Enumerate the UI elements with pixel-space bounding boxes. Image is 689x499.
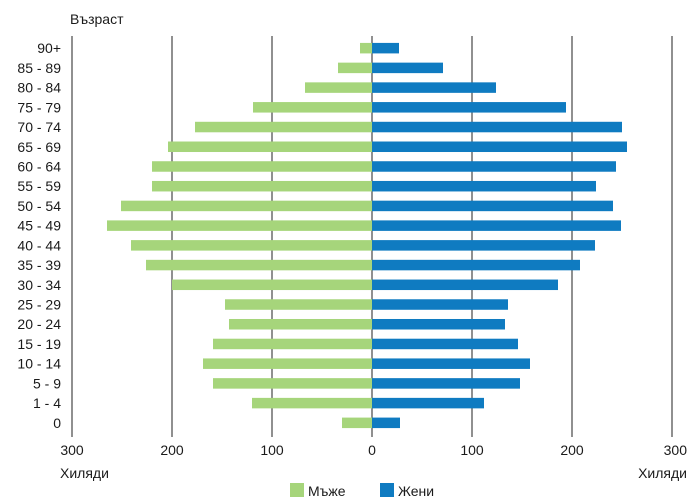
y-axis-title: Възраст xyxy=(70,11,124,27)
bar-women-0 xyxy=(372,417,400,429)
age-group-label: 35 - 39 xyxy=(17,257,61,273)
age-group-label: 1 - 4 xyxy=(33,395,61,411)
x-tick-label: 200 xyxy=(160,442,184,458)
age-group-labels: 0 1 - 4 5 - 9 10 - 14 15 - 19 20 - 24 25 - 29 3… xyxy=(17,40,61,431)
grid-lines xyxy=(71,36,673,437)
x-tick-label: 300 xyxy=(60,442,84,458)
bar-women-40-44 xyxy=(372,240,595,251)
bar-men-65-69 xyxy=(168,141,372,153)
bars xyxy=(107,42,627,429)
bar-women-85-89 xyxy=(372,62,443,74)
bar-women-90+ xyxy=(372,42,399,54)
bar-women-15-19 xyxy=(372,338,518,350)
x-tick-label: 100 xyxy=(260,442,284,458)
bar-men-35-39 xyxy=(146,259,372,271)
age-group-label: 15 - 19 xyxy=(17,336,61,352)
age-group-label: 45 - 49 xyxy=(17,218,61,234)
bar-men-90+ xyxy=(360,42,372,54)
bar-men-5-9 xyxy=(213,378,372,389)
bar-women-20-24 xyxy=(372,318,505,330)
age-group-label: 5 - 9 xyxy=(33,375,61,391)
bar-men-80-84 xyxy=(305,82,372,93)
age-group-label: 80 - 84 xyxy=(17,80,61,96)
x-tick-label: 300 xyxy=(664,442,688,458)
x-tick-label: 200 xyxy=(560,442,584,458)
bar-men-70-74 xyxy=(195,121,372,133)
age-group-label: 85 - 89 xyxy=(17,60,61,76)
legend-swatch-women xyxy=(380,483,394,497)
bar-women-65-69 xyxy=(372,141,627,153)
bar-men-55-59 xyxy=(152,180,372,192)
bar-women-45-49 xyxy=(372,220,621,231)
x-tick-labels: 300 200 100 0 100 200 300 xyxy=(60,442,687,458)
age-group-label: 30 - 34 xyxy=(17,277,61,293)
bar-women-30-34 xyxy=(372,279,558,291)
bar-men-20-24 xyxy=(229,318,372,330)
legend-label-women: Жени xyxy=(398,483,434,499)
bar-men-50-54 xyxy=(121,200,372,212)
age-group-label: 70 - 74 xyxy=(17,119,61,135)
age-group-label: 25 - 29 xyxy=(17,297,61,313)
age-group-label: 55 - 59 xyxy=(17,178,61,194)
bar-men-1-4 xyxy=(252,397,372,409)
bar-men-25-29 xyxy=(225,299,372,310)
age-group-label: 90+ xyxy=(37,40,61,56)
age-group-label: 50 - 54 xyxy=(17,198,61,214)
bar-men-10-14 xyxy=(203,358,372,369)
legend-swatch-men xyxy=(290,483,304,497)
age-group-label: 0 xyxy=(53,415,61,431)
bar-women-50-54 xyxy=(372,200,613,212)
x-unit-label-left: Хиляди xyxy=(60,465,109,481)
bar-men-15-19 xyxy=(213,338,372,350)
age-group-label: 65 - 69 xyxy=(17,139,61,155)
age-group-label: 60 - 64 xyxy=(17,158,61,174)
bar-women-60-64 xyxy=(372,161,616,172)
bar-women-70-74 xyxy=(372,121,622,133)
legend-label-men: Мъже xyxy=(308,483,346,499)
bar-women-75-79 xyxy=(372,102,566,113)
bar-men-85-89 xyxy=(338,62,372,74)
x-tick-label: 100 xyxy=(460,442,484,458)
bar-men-30-34 xyxy=(172,279,372,291)
bar-men-0 xyxy=(342,417,372,429)
age-group-label: 40 - 44 xyxy=(17,237,61,253)
x-tick-label: 0 xyxy=(368,442,376,458)
bar-men-45-49 xyxy=(107,220,372,231)
bar-men-60-64 xyxy=(152,161,372,172)
bar-women-25-29 xyxy=(372,299,508,310)
bar-women-5-9 xyxy=(372,378,520,389)
x-unit-label-right: Хиляди xyxy=(638,465,687,481)
legend: Мъже Жени xyxy=(290,483,434,499)
age-group-label: 10 - 14 xyxy=(17,356,61,372)
bar-women-80-84 xyxy=(372,82,496,93)
bar-women-35-39 xyxy=(372,259,580,271)
bar-men-75-79 xyxy=(253,102,372,113)
bar-men-40-44 xyxy=(131,240,372,251)
age-group-label: 75 - 79 xyxy=(17,99,61,115)
bar-women-10-14 xyxy=(372,358,530,369)
bar-women-1-4 xyxy=(372,397,484,409)
age-group-label: 20 - 24 xyxy=(17,316,61,332)
bar-women-55-59 xyxy=(372,180,596,192)
